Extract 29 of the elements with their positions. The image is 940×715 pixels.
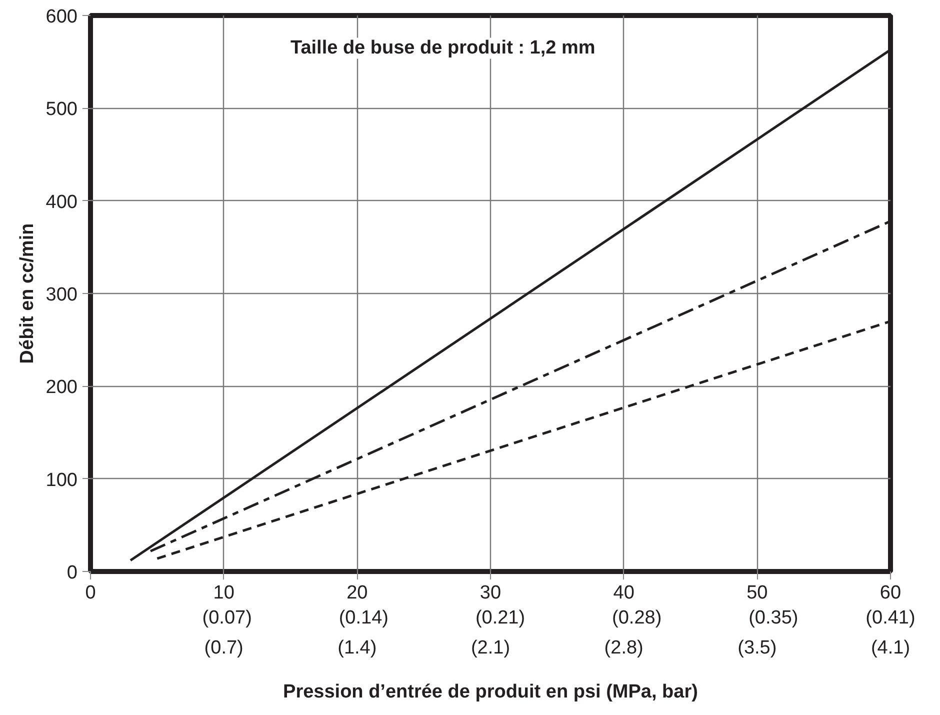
x-tick-label: 20 (346, 582, 368, 604)
y-tick-label: 0 (66, 562, 78, 584)
text: (0.7) (204, 638, 244, 658)
x-tick-label: 0 (85, 582, 96, 604)
x2-tick-label: (0.28) (612, 608, 662, 628)
y-axis-title: Débit en cc/min (16, 223, 38, 364)
x2-tick-label: (0.14) (338, 608, 388, 628)
y-tick-label: 500 (46, 99, 78, 120)
x2-tick-label: (0.41) (866, 608, 916, 628)
x2-tick-label: (0.07) (202, 608, 252, 628)
y-tick-label: 200 (46, 377, 78, 398)
text: (3.5) (738, 638, 777, 658)
annotation: Taille de buse de produit : 1,2 mm (290, 38, 596, 59)
y-tick-label: 400 (46, 192, 78, 213)
x-tick-label: 30 (480, 582, 502, 604)
x-tick-label: 10 (213, 582, 234, 604)
x-tick-label: 60 (880, 582, 902, 604)
text: (2.8) (604, 638, 644, 658)
text: (2.1) (470, 638, 510, 658)
x2-tick-label: (0.21) (475, 608, 526, 628)
y-tick-label: 100 (46, 470, 78, 491)
x-tick-label: 50 (746, 582, 768, 604)
y-tick-label: 600 (46, 6, 78, 28)
x-tick-label: 40 (613, 582, 634, 604)
text: (1.4) (338, 638, 377, 658)
x-axis-title: Pression d’entrée de produit en psi (MPa, bar) (283, 682, 698, 702)
y-tick-label: 300 (46, 284, 78, 306)
text: (4.1) (870, 638, 910, 658)
x2-tick-label: (0.35) (748, 608, 798, 628)
